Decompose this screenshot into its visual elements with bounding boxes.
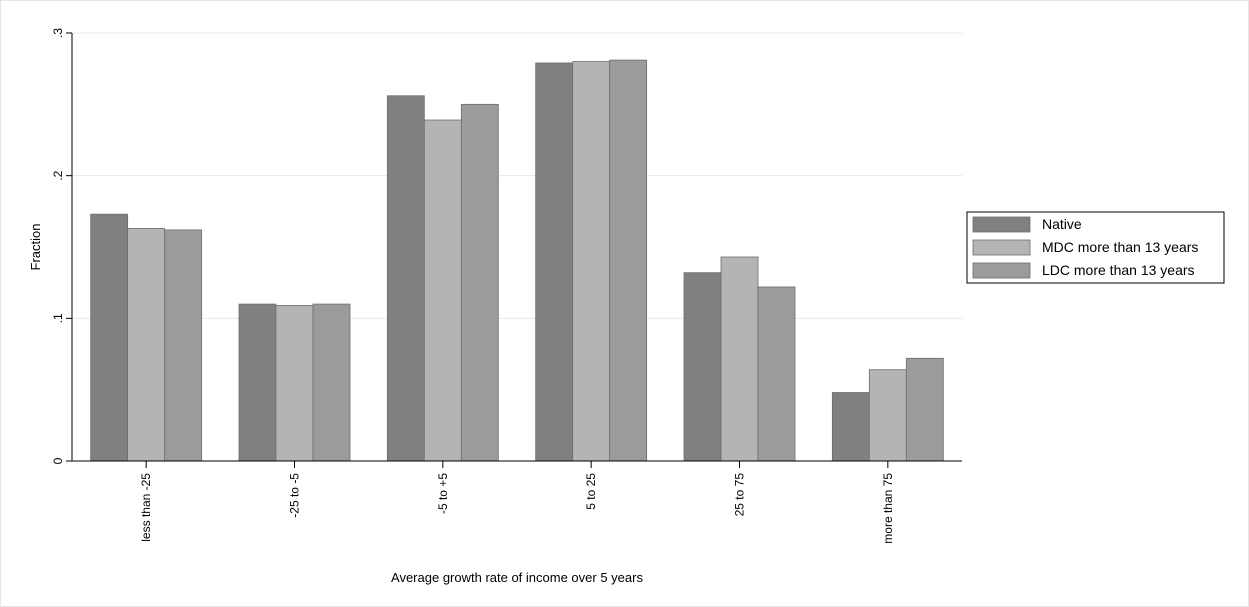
x-ticks: less than -25 -25 to -5 -5 to +5 5 to 25 25 …	[139, 461, 895, 544]
y-ticks: 0 .1 .2 .3	[51, 28, 72, 464]
x-tick-label: -5 to +5	[436, 473, 450, 514]
y-tick-label: .3	[51, 28, 65, 38]
legend-swatch	[972, 239, 1031, 256]
legend-label: MDC more than 13 years	[1042, 239, 1198, 255]
bar	[609, 59, 648, 462]
bar	[460, 103, 499, 462]
x-tick-label: less than -25	[139, 473, 153, 542]
x-tick-label: more than 75	[881, 473, 895, 544]
x-tick-label: 25 to 75	[733, 473, 747, 517]
bar	[535, 62, 574, 462]
bar	[238, 303, 277, 462]
axes	[71, 33, 962, 462]
x-tick-label: -25 to -5	[288, 473, 302, 518]
y-tick-label: .2	[51, 170, 65, 180]
bar	[275, 305, 314, 462]
bar	[831, 392, 870, 462]
bars	[90, 59, 944, 462]
bar	[905, 357, 944, 462]
x-tick-label: 5 to 25	[584, 473, 598, 510]
bar	[572, 61, 611, 462]
bar	[757, 286, 796, 462]
bar	[127, 228, 166, 462]
bar	[683, 272, 722, 462]
bar	[720, 256, 759, 462]
gridlines	[73, 32, 962, 319]
legend-label: LDC more than 13 years	[1042, 262, 1195, 278]
legend: Native MDC more than 13 years LDC more tha…	[966, 211, 1225, 284]
bar	[164, 229, 203, 462]
bar	[423, 119, 462, 462]
bar	[90, 213, 129, 462]
y-tick-label: .1	[51, 313, 65, 323]
bar	[386, 95, 425, 462]
y-tick-label: 0	[51, 457, 65, 464]
legend-label: Native	[1042, 216, 1082, 232]
legend-swatch	[972, 262, 1031, 279]
bar	[868, 369, 907, 462]
y-axis-title: Fraction	[28, 224, 43, 271]
x-axis-title: Average growth rate of income over 5 yea…	[391, 570, 643, 585]
legend-swatch	[972, 216, 1031, 233]
bar	[312, 303, 351, 462]
